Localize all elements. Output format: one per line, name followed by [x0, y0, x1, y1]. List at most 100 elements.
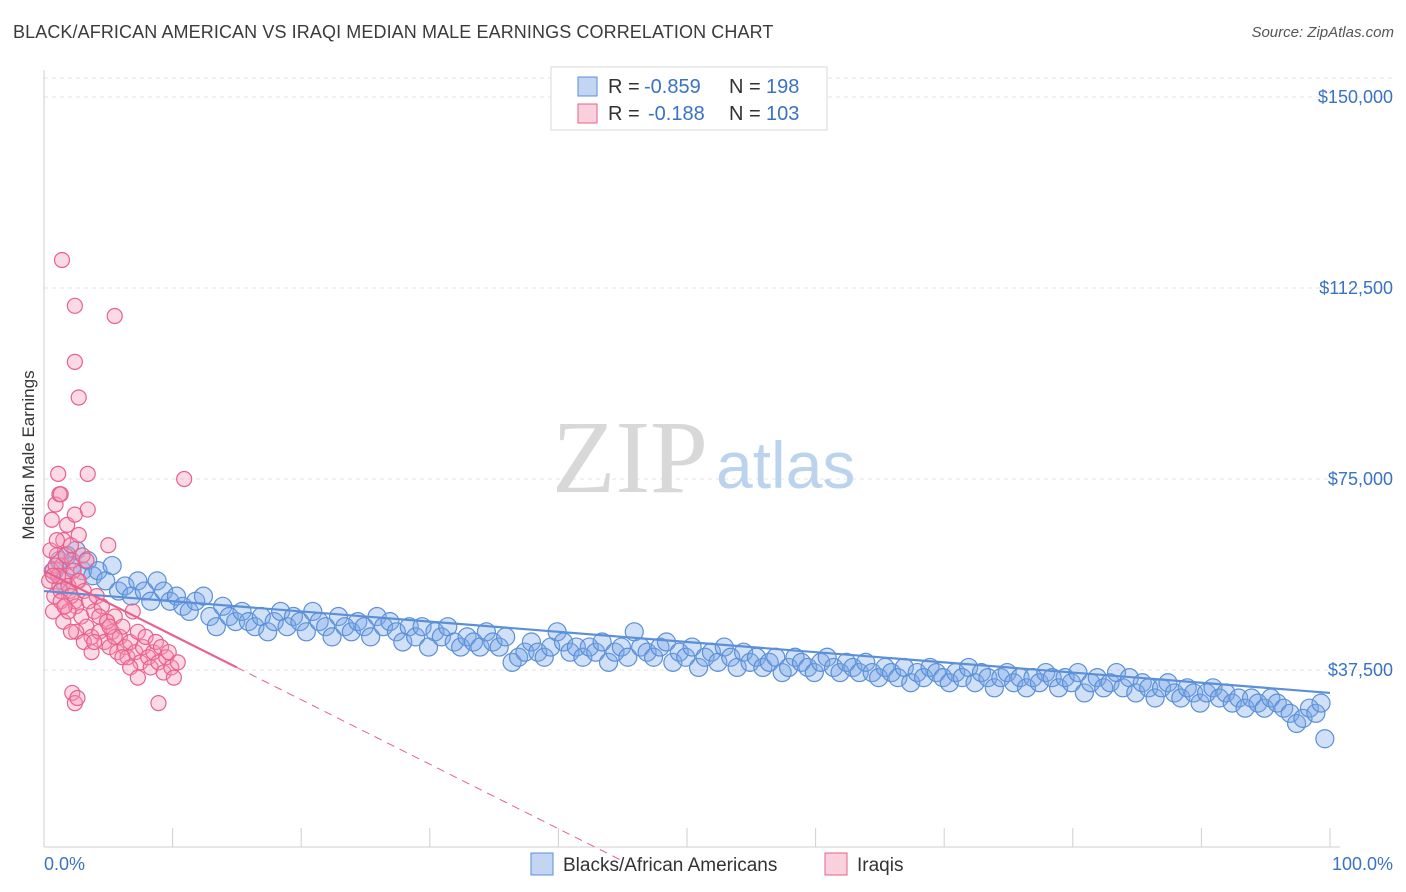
data-point-blacks	[714, 637, 734, 657]
y-tick-label: $75,000	[1328, 469, 1393, 489]
data-point-blacks	[869, 668, 889, 688]
data-point-blacks	[952, 668, 972, 688]
data-point-blacks	[669, 642, 689, 662]
bottom-legend-swatch-blue	[530, 852, 554, 876]
data-point-iraqis	[106, 628, 123, 645]
y-tick-label: $150,000	[1318, 87, 1393, 107]
data-point-blacks	[1074, 683, 1094, 703]
y-tick-label: $112,500	[1319, 278, 1393, 298]
data-point-blacks	[521, 632, 541, 652]
data-point-blacks	[759, 652, 779, 672]
data-point-blacks	[335, 617, 355, 637]
data-point-blacks	[1190, 693, 1210, 713]
data-point-blacks	[463, 632, 484, 652]
data-point-blacks	[1158, 673, 1178, 693]
chart-title: BLACK/AFRICAN AMERICAN VS IRAQI MEDIAN M…	[13, 22, 774, 42]
data-point-blacks	[778, 657, 799, 678]
data-point-blacks	[888, 668, 908, 688]
data-point-blacks	[637, 642, 657, 662]
data-point-blacks	[508, 647, 529, 667]
data-point-iraqis	[165, 669, 182, 686]
data-point-iraqis	[57, 547, 74, 564]
data-point-blacks	[72, 561, 93, 581]
x-tick-label-min: 0.0%	[44, 854, 85, 874]
data-point-blacks	[804, 662, 824, 683]
data-point-blacks	[926, 662, 947, 683]
data-point-blacks	[534, 647, 554, 667]
data-point-blacks	[1094, 678, 1114, 698]
data-point-blacks	[1280, 703, 1300, 723]
data-point-blacks	[984, 678, 1004, 698]
data-point-blacks	[1274, 698, 1294, 718]
bottom-legend-swatch-pink	[824, 852, 848, 876]
data-point-blacks	[611, 637, 632, 657]
data-point-blacks	[836, 652, 857, 672]
trend-line-iraqis	[43, 569, 238, 669]
data-point-blacks	[856, 652, 876, 672]
data-point-blacks	[560, 642, 580, 662]
legend-r-label-2: R =	[608, 103, 640, 125]
data-point-blacks	[643, 647, 664, 667]
data-point-blacks	[901, 673, 921, 693]
data-point-blacks	[1306, 703, 1326, 723]
data-point-iraqis	[62, 623, 80, 640]
data-point-blacks	[489, 637, 509, 657]
data-point-blacks	[1164, 683, 1184, 703]
data-point-iraqis	[169, 654, 186, 671]
data-point-iraqis	[137, 628, 154, 645]
trend-lines	[43, 569, 1331, 862]
data-point-blacks	[193, 586, 214, 606]
data-point-blacks	[1209, 688, 1230, 708]
data-point-blacks	[277, 617, 297, 637]
data-point-blacks	[483, 632, 503, 652]
data-point-blacks	[1145, 688, 1165, 708]
legend-swatch-blue	[577, 76, 598, 97]
data-point-blacks	[147, 571, 167, 591]
data-point-blacks	[965, 673, 985, 693]
data-point-blacks	[316, 617, 336, 637]
data-point-blacks	[206, 617, 226, 637]
data-point-iraqis	[66, 353, 83, 370]
data-point-iraqis	[56, 598, 73, 615]
data-point-blacks	[907, 662, 927, 683]
data-point-blacks	[881, 662, 902, 683]
legend-n-label-2: N =	[729, 103, 761, 125]
data-point-blacks	[676, 647, 696, 667]
data-point-iraqis	[101, 618, 118, 635]
data-point-blacks	[573, 647, 593, 667]
data-point-blacks	[772, 662, 792, 683]
data-point-blacks	[1293, 708, 1313, 728]
data-point-blacks	[1235, 698, 1255, 718]
data-point-blacks	[1100, 673, 1120, 693]
data-point-iraqis	[83, 644, 100, 661]
data-point-iraqis	[48, 532, 65, 549]
data-point-blacks	[406, 627, 426, 647]
data-point-blacks	[328, 606, 349, 627]
data-point-iraqis	[86, 633, 103, 651]
x-tick-label-max: 100.0%	[1332, 854, 1393, 874]
data-point-blacks	[939, 673, 959, 693]
data-point-blacks	[219, 606, 239, 627]
data-point-iraqis	[79, 501, 96, 518]
data-point-blacks	[1241, 688, 1262, 708]
data-point-iraqis	[78, 552, 95, 569]
data-point-blacks	[1177, 678, 1197, 698]
data-point-iraqis	[47, 496, 64, 513]
data-point-blacks	[128, 571, 148, 591]
data-point-iraqis	[53, 251, 71, 269]
data-point-iraqis	[176, 470, 193, 488]
series-blacks-points	[44, 540, 1335, 749]
data-point-blacks	[322, 627, 342, 647]
data-point-iraqis	[129, 669, 146, 686]
watermark-atlas: atlas	[716, 428, 855, 502]
data-point-blacks	[598, 652, 619, 672]
legend: R = -0.859 N = 198 R = -0.188 N = 103	[550, 66, 828, 131]
legend-swatch-pink	[577, 103, 598, 124]
data-point-blacks	[1311, 693, 1331, 713]
source-note: Source: ZipAtlas.com	[1251, 24, 1394, 41]
data-point-blacks	[753, 657, 773, 678]
data-point-blacks	[115, 576, 135, 596]
y-axis-title: Median Male Earnings	[19, 370, 38, 539]
data-point-blacks	[933, 668, 953, 688]
